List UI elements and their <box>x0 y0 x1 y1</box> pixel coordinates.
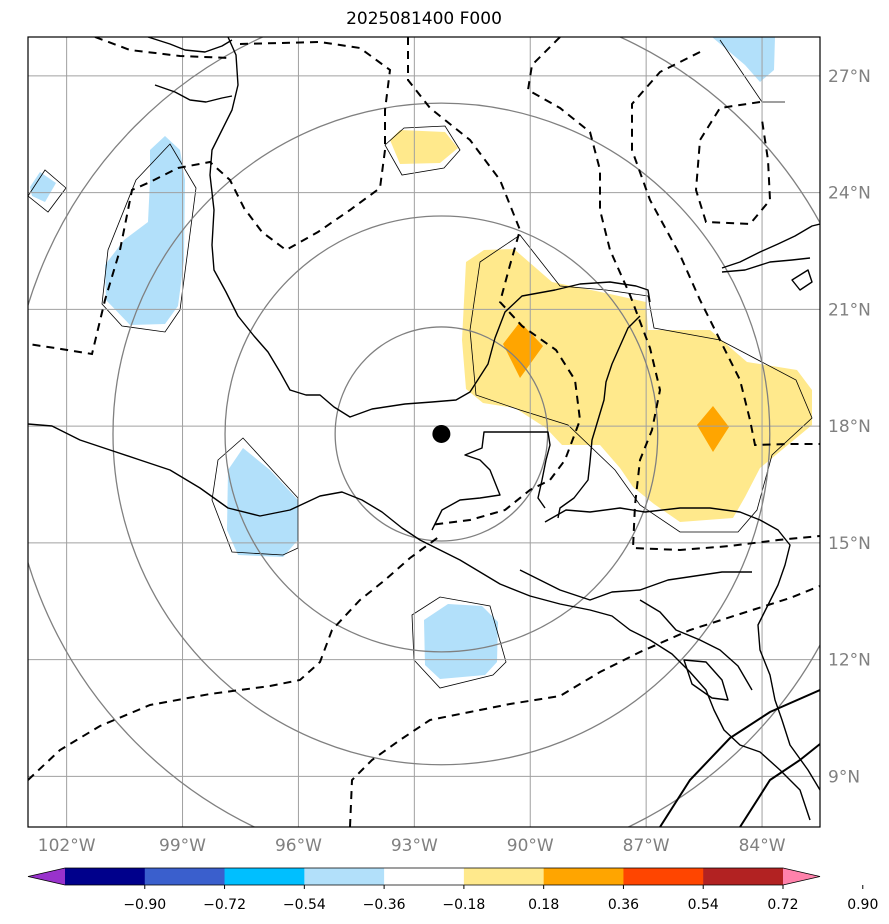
blue-anomaly-area <box>424 604 498 679</box>
storm-center-marker <box>432 424 451 443</box>
blue-anomaly-area <box>30 172 56 202</box>
dashed-contour <box>407 37 582 526</box>
central-america-borders <box>519 569 753 691</box>
colorbar-segment <box>65 868 146 885</box>
gulf-north-coastline <box>154 84 233 103</box>
latitude-label: 15°N <box>828 534 871 554</box>
longitude-label: 84°W <box>739 836 786 856</box>
longitude-label: 87°W <box>623 836 670 856</box>
latitude-label: 12°N <box>828 651 871 671</box>
dashed-contour <box>526 37 820 552</box>
colorbar-tick-label: 0.72 <box>767 897 798 913</box>
colorbar-tick-label: 0.18 <box>528 897 559 913</box>
colorbar-extend-high <box>783 868 820 885</box>
thin-contour <box>384 125 461 176</box>
dashed-contour <box>28 535 441 781</box>
colorbar-tick-label: −0.18 <box>442 897 485 913</box>
colorbar-tick-label: −0.90 <box>123 897 166 913</box>
map-title: 2025081400 F000 <box>346 9 502 29</box>
colorbar-segment <box>304 868 385 885</box>
colorbar-segment <box>463 868 545 885</box>
range-ring <box>224 215 659 653</box>
dashed-contour <box>631 51 820 447</box>
longitude-label: 99°W <box>159 836 206 856</box>
yellow-anomaly-area <box>462 249 812 522</box>
blue-anomaly-area <box>105 136 185 325</box>
texas-coastline <box>147 37 233 53</box>
dashed-contour <box>349 585 820 827</box>
colorbar-segment <box>623 868 704 885</box>
longitude-label: 96°W <box>275 836 322 856</box>
coastlines <box>28 37 820 821</box>
plot-area <box>28 37 820 827</box>
colorbar-segment <box>384 868 465 885</box>
thin-contour <box>411 596 507 689</box>
colorbar-tick-label: 0.36 <box>608 897 639 913</box>
colorbar-segment <box>144 868 226 885</box>
mexico-guatemala-border <box>431 431 551 531</box>
blue-anomaly-area <box>712 37 775 82</box>
longitude-label: 93°W <box>391 836 438 856</box>
longitude-label: 90°W <box>507 836 554 856</box>
colorbar-segment <box>224 868 305 885</box>
plot-frame <box>27 36 821 828</box>
longitude-labels: 102°W 99°W 96°W 93°W 90°W 87°W 84°W <box>38 836 786 856</box>
colorbar-segment <box>703 868 784 885</box>
colorbar-tick-label: −0.72 <box>203 897 246 913</box>
longitude-label: 102°W <box>38 836 96 856</box>
latitude-labels: 27°N 24°N 21°N 18°N 15°N 12°N 9°N <box>828 67 871 787</box>
latitude-label: 9°N <box>828 767 860 787</box>
colorbar: −0.90 −0.72 −0.54 −0.36 −0.18 0.18 0.36 0.54 0.7… <box>27 867 878 913</box>
solid-contours <box>659 689 820 827</box>
cuba-coastline <box>721 223 820 273</box>
thin-contours <box>28 39 813 689</box>
yucatan-east-coastline <box>557 315 641 519</box>
orange-anomaly-area <box>697 406 729 452</box>
thin-contour <box>28 169 67 213</box>
blue-anomaly-area <box>227 448 298 557</box>
colorbar-tick-label: 0.90 <box>847 897 878 913</box>
dashed-contours <box>28 37 820 827</box>
dashed-contour <box>28 40 392 356</box>
colorbar-segment <box>543 868 624 885</box>
thin-contour <box>211 437 299 556</box>
range-ring <box>112 102 771 766</box>
pacific-coastline <box>28 423 811 821</box>
thin-contour <box>469 234 813 533</box>
latitude-label: 18°N <box>828 417 871 437</box>
caribbean-coastline <box>544 507 820 791</box>
latitude-label: 24°N <box>828 184 871 204</box>
lake-nicaragua <box>683 659 729 701</box>
colorbar-outline <box>27 867 821 886</box>
gulf-west-coastline <box>209 37 651 418</box>
range-rings <box>28 37 820 827</box>
shaded-fields <box>30 37 812 679</box>
latitude-label: 21°N <box>828 300 871 320</box>
latitude-label: 27°N <box>828 67 871 87</box>
solid-contour <box>659 689 820 827</box>
thin-contour <box>101 143 197 333</box>
colorbar-tick-label: −0.36 <box>363 897 406 913</box>
colorbar-extend-low <box>28 868 65 885</box>
solid-contour <box>739 743 820 827</box>
dashed-contour <box>694 101 772 226</box>
colorbar-tick-label: −0.54 <box>283 897 326 913</box>
dashed-contour <box>94 37 231 59</box>
orange-anomaly-area <box>503 322 543 378</box>
island-outline <box>791 269 813 291</box>
colorbar-tick-label: 0.54 <box>688 897 719 913</box>
yellow-anomaly-area <box>390 130 458 164</box>
